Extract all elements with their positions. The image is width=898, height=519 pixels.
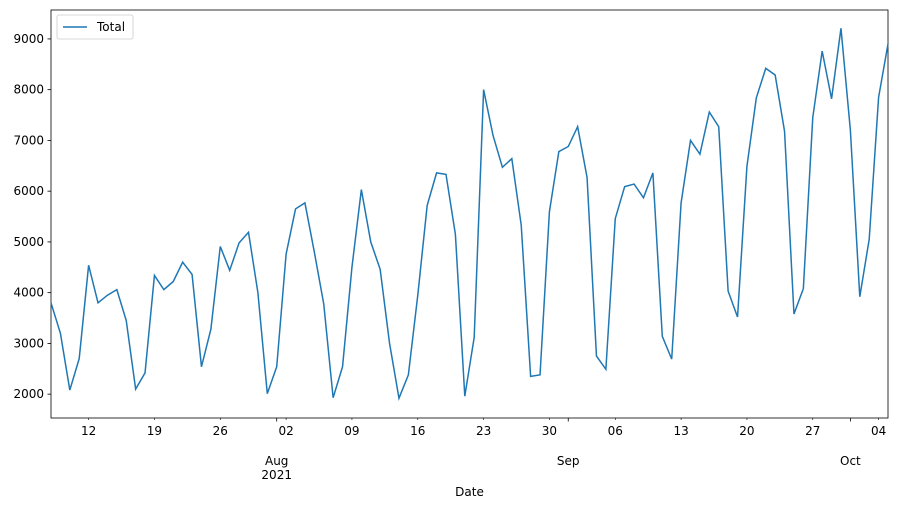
y-tick-label: 8000 [13,83,44,97]
x-tick-label: 19 [147,424,162,438]
x-tick-label: 26 [213,424,228,438]
y-tick-label: 4000 [13,286,44,300]
data-line [50,28,889,401]
y-tick-label: 2000 [13,387,44,401]
year-label: 2021 [261,468,292,482]
legend-box [56,14,134,40]
x-tick-label: 27 [805,424,820,438]
x-tick-label: 06 [608,424,623,438]
x-major-tick-label: Aug [265,454,288,468]
x-major-tick-label: Oct [840,454,861,468]
x-tick-label: 02 [278,424,293,438]
x-tick-label: 04 [871,424,886,438]
x-tick-label: 12 [81,424,96,438]
y-tick-label: 5000 [13,235,44,249]
y-tick-label: 3000 [13,336,44,350]
y-tick-label: 9000 [13,32,44,46]
x-tick-label: 30 [542,424,557,438]
y-tick-label: 6000 [13,184,44,198]
x-tick-label: 23 [476,424,491,438]
x-tick-label: 16 [410,424,425,438]
x-tick-label: 20 [739,424,754,438]
x-tick-label: 09 [344,424,359,438]
x-axis-label: Date [455,485,484,499]
x-major-tick-label: Sep [557,454,580,468]
legend-label: Total [96,20,125,34]
plot-frame [50,9,889,419]
y-tick-label: 7000 [13,133,44,147]
x-tick-label: 13 [673,424,688,438]
